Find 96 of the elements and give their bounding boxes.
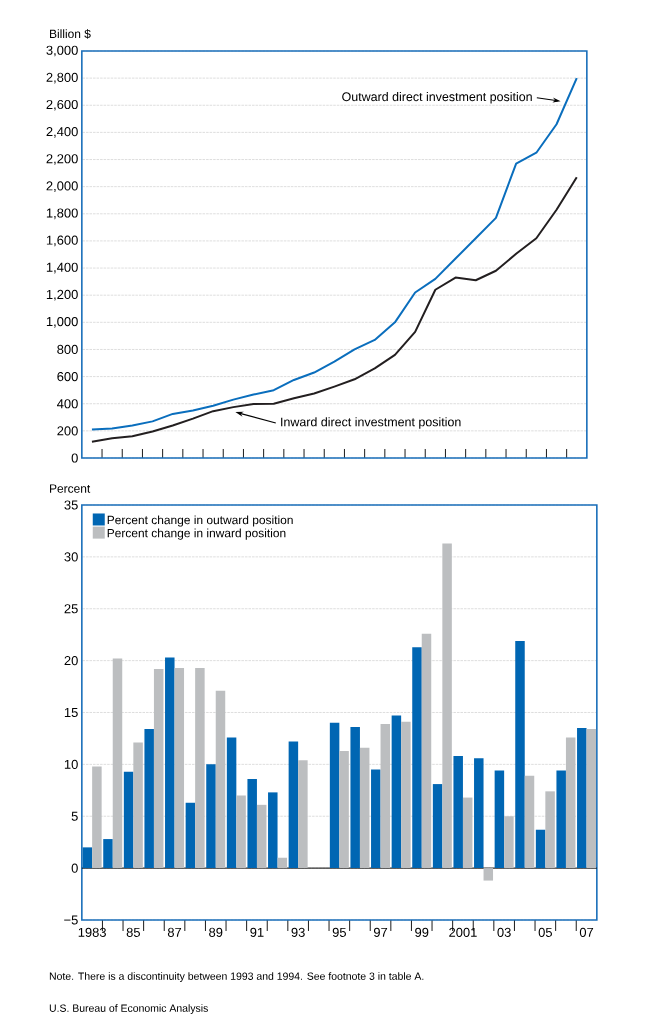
bar — [298, 760, 308, 869]
x-tick-label: 95 — [332, 927, 347, 937]
bar — [236, 795, 246, 869]
bar — [453, 756, 464, 869]
bar — [412, 647, 422, 869]
bar — [545, 791, 555, 869]
x-tick-label: 05 — [538, 927, 553, 937]
bar — [339, 750, 349, 869]
y-tick-label: 0 — [71, 453, 78, 463]
y-tick-label: 1,600 — [46, 235, 78, 247]
x-tick-label: 2001 — [449, 927, 477, 937]
bar — [566, 737, 576, 869]
bar — [577, 728, 587, 869]
bar — [195, 667, 205, 869]
x-tick-label: 1983 — [78, 927, 107, 937]
bar — [586, 729, 597, 869]
bar — [442, 543, 452, 869]
bar — [350, 727, 361, 869]
bar — [185, 802, 196, 869]
bar — [257, 804, 267, 869]
bar — [154, 668, 164, 869]
bar — [483, 868, 494, 881]
y-tick-label: 2,200 — [46, 154, 78, 165]
y-tick-label: 800 — [57, 344, 78, 355]
bar — [401, 721, 411, 869]
y-tick-label: 5 — [71, 811, 78, 821]
y-tick-label: 1,200 — [46, 289, 78, 301]
legend-label: Percent change in outward position — [107, 515, 293, 527]
y-tick-label: 400 — [57, 399, 78, 409]
bar — [494, 770, 505, 869]
bar — [380, 723, 391, 869]
bar — [247, 778, 258, 869]
x-tick-label: 91 — [250, 927, 264, 937]
bar — [277, 857, 288, 869]
bar — [226, 737, 237, 869]
bar — [288, 741, 299, 869]
y-tick-label: 1,800 — [46, 208, 78, 220]
x-tick-label: 87 — [167, 927, 182, 937]
bar — [112, 658, 123, 869]
bar — [524, 775, 535, 869]
y-tick-label: −5 — [64, 915, 78, 925]
y-tick-label: 2,000 — [46, 181, 78, 192]
x-tick-label: 89 — [209, 927, 223, 937]
x-tick-label: 85 — [126, 927, 141, 937]
bar — [463, 797, 473, 869]
bar — [421, 633, 432, 869]
y-tick-label: 1,400 — [46, 262, 78, 274]
bar — [174, 667, 185, 869]
bar — [165, 657, 175, 869]
bar — [82, 847, 93, 869]
bar — [474, 758, 484, 869]
y-tick-label: 2,400 — [46, 127, 78, 138]
y-tick-label: 25 — [64, 604, 78, 614]
bar — [144, 729, 155, 869]
y-tick-label: 30 — [64, 552, 78, 562]
line-series — [91, 176, 578, 443]
x-tick-label: 99 — [415, 927, 429, 937]
y-axis-title: Percent — [50, 484, 91, 493]
bar — [391, 715, 402, 869]
text: U.S. Bureau of Economic Analysis — [49, 1004, 209, 1014]
x-tick-label: 03 — [497, 927, 511, 937]
y-tick-label: 600 — [57, 372, 78, 382]
x-tick-label: 97 — [374, 927, 388, 937]
bar — [371, 769, 381, 869]
bar — [215, 690, 226, 869]
series-label: Inward direct investment position — [281, 417, 461, 429]
y-tick-label: 0 — [71, 863, 78, 873]
bar — [123, 771, 134, 869]
bar — [206, 764, 216, 869]
line-series — [91, 77, 578, 431]
bar — [556, 770, 567, 869]
bar — [268, 792, 278, 869]
bar — [133, 742, 143, 869]
bar — [103, 839, 113, 869]
y-tick-label: 2,600 — [46, 99, 78, 111]
y-tick-label: 15 — [64, 707, 78, 718]
bar — [504, 816, 514, 869]
y-tick-label: 3,000 — [46, 45, 78, 57]
bar — [535, 829, 546, 869]
y-tick-label: 20 — [64, 656, 78, 666]
bar — [360, 747, 370, 869]
bar — [329, 722, 340, 869]
bar — [515, 640, 525, 869]
y-axis-title: Billion $ — [50, 29, 91, 39]
y-tick-label: 2,800 — [46, 72, 78, 84]
text: Note. There is a discontinuity between 1993 and 1994. See footnote 3 in table A. — [49, 972, 424, 982]
legend-label: Percent change in inward position — [107, 528, 286, 540]
text: Outward direct investment position — [342, 91, 532, 104]
x-tick-label: 93 — [291, 927, 305, 937]
y-tick-label: 200 — [57, 426, 78, 436]
bar — [432, 784, 443, 869]
bar — [92, 766, 102, 869]
y-tick-label: 1,000 — [46, 316, 78, 328]
x-tick-label: 07 — [579, 927, 594, 937]
y-tick-label: 10 — [64, 759, 78, 769]
y-tick-label: 35 — [64, 500, 78, 510]
